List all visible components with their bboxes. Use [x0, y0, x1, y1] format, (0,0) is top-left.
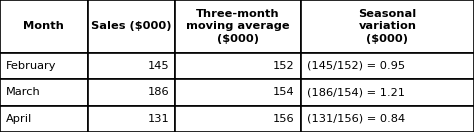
Bar: [88, 79, 175, 106]
Bar: [0, 79, 88, 106]
Bar: [0, 106, 88, 132]
Text: (145/152) = 0.95: (145/152) = 0.95: [307, 61, 405, 71]
Bar: [88, 106, 175, 132]
Text: 156: 156: [273, 114, 295, 124]
Text: April: April: [6, 114, 32, 124]
Bar: [88, 0, 175, 53]
Bar: [175, 53, 301, 79]
Bar: [301, 79, 474, 106]
Bar: [0, 53, 88, 79]
Bar: [175, 79, 301, 106]
Bar: [0, 0, 88, 53]
Bar: [175, 0, 301, 53]
Text: Sales ($000): Sales ($000): [91, 21, 172, 31]
Text: Three-month
moving average
($000): Three-month moving average ($000): [186, 9, 290, 44]
Bar: [175, 106, 301, 132]
Text: Month: Month: [23, 21, 64, 31]
Bar: [88, 53, 175, 79]
Text: 131: 131: [147, 114, 169, 124]
Text: (131/156) = 0.84: (131/156) = 0.84: [307, 114, 405, 124]
Text: 186: 186: [147, 87, 169, 97]
Text: (186/154) = 1.21: (186/154) = 1.21: [307, 87, 405, 97]
Bar: [301, 0, 474, 53]
Text: March: March: [6, 87, 41, 97]
Text: 154: 154: [273, 87, 295, 97]
Text: 152: 152: [273, 61, 295, 71]
Bar: [301, 106, 474, 132]
Text: Seasonal
variation
($000): Seasonal variation ($000): [358, 9, 417, 44]
Text: February: February: [6, 61, 57, 71]
Text: 145: 145: [147, 61, 169, 71]
Bar: [301, 53, 474, 79]
